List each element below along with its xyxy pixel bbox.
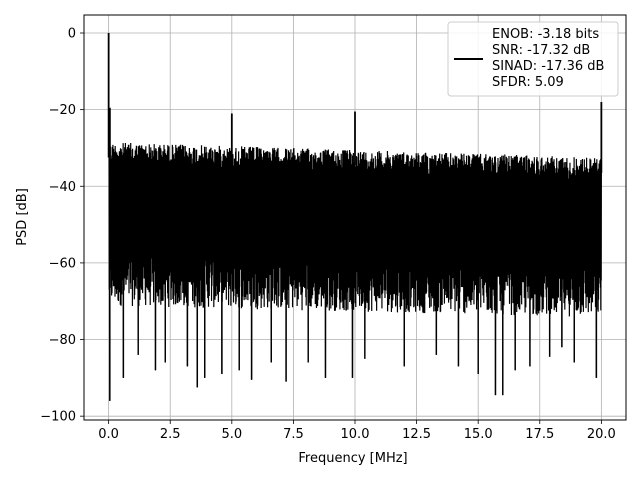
- x-tick-label: 10.0: [341, 427, 370, 442]
- x-tick-label: 20.0: [587, 427, 616, 442]
- x-tick-label: 7.5: [283, 427, 304, 442]
- x-tick-label: 2.5: [160, 427, 181, 442]
- legend-entry-enob: ENOB: -3.18 bits: [492, 27, 599, 42]
- psd-trace: [108, 142, 602, 401]
- legend-entry-sfdr: SFDR: 5.09: [492, 75, 564, 90]
- legend-frame: [447, 21, 619, 97]
- x-tick-label: 12.5: [402, 427, 431, 442]
- ticks: 0.0 2.5 5.0 7.5 10.0 12.5 15.0 17.5 20.0 0 −20 −40 −…: [40, 27, 616, 442]
- legend-entry-snr: SNR: -17.32 dB: [492, 43, 590, 58]
- y-tick-label: −100: [40, 410, 76, 425]
- x-tick-label: 5.0: [221, 427, 242, 442]
- x-tick-label: 15.0: [464, 427, 493, 442]
- plot-area: [107, 33, 603, 401]
- y-tick-label: 0: [68, 27, 76, 42]
- y-axis-label: PSD [dB]: [15, 188, 30, 246]
- y-tick-label: −60: [49, 256, 76, 271]
- y-tick-label: −20: [49, 103, 76, 118]
- x-tick-label: 0.0: [98, 427, 119, 442]
- y-tick-label: −80: [49, 333, 76, 348]
- x-axis-label: Frequency [MHz]: [298, 451, 407, 466]
- y-tick-label: −40: [49, 180, 76, 195]
- legend: ENOB: -3.18 bits SNR: -17.32 dB SINAD: -…: [447, 21, 619, 97]
- legend-entry-sinad: SINAD: -17.36 dB: [492, 59, 604, 74]
- x-tick-label: 17.5: [525, 427, 554, 442]
